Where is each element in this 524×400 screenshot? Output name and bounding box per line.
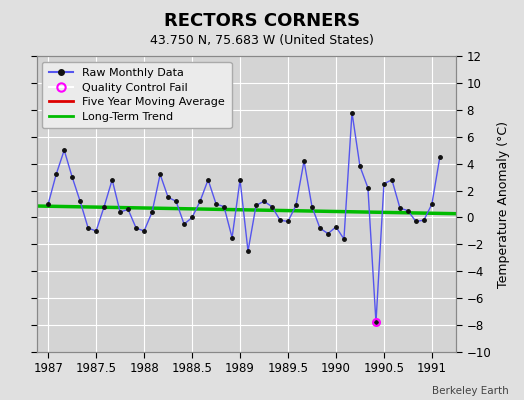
Raw Monthly Data (149, 210, 155, 214)
Raw Monthly Data (341, 236, 347, 241)
Y-axis label: Temperature Anomaly (°C): Temperature Anomaly (°C) (497, 120, 510, 288)
Raw Monthly Data (405, 208, 411, 213)
Raw Monthly Data (117, 210, 123, 214)
Text: RECTORS CORNERS: RECTORS CORNERS (164, 12, 360, 30)
Raw Monthly Data (125, 207, 131, 212)
Raw Monthly Data (141, 228, 147, 233)
Text: Berkeley Earth: Berkeley Earth (432, 386, 508, 396)
Raw Monthly Data (221, 204, 227, 209)
Text: 43.750 N, 75.683 W (United States): 43.750 N, 75.683 W (United States) (150, 34, 374, 47)
Raw Monthly Data (317, 226, 323, 231)
Raw Monthly Data (253, 203, 259, 208)
Raw Monthly Data (133, 226, 139, 231)
Raw Monthly Data (213, 202, 219, 206)
Raw Monthly Data (189, 215, 195, 220)
Raw Monthly Data (421, 218, 427, 222)
Raw Monthly Data (349, 110, 355, 115)
Raw Monthly Data (109, 177, 115, 182)
Raw Monthly Data (436, 154, 443, 159)
Raw Monthly Data (373, 320, 379, 325)
Raw Monthly Data (357, 164, 363, 169)
Raw Monthly Data (205, 177, 211, 182)
Raw Monthly Data (325, 231, 331, 236)
Raw Monthly Data (101, 204, 107, 209)
Raw Monthly Data (93, 228, 100, 233)
Raw Monthly Data (229, 235, 235, 240)
Raw Monthly Data (333, 224, 339, 229)
Raw Monthly Data (365, 186, 371, 190)
Raw Monthly Data (293, 203, 299, 208)
Raw Monthly Data (197, 199, 203, 204)
Raw Monthly Data (69, 175, 75, 180)
Raw Monthly Data (53, 172, 59, 177)
Legend: Raw Monthly Data, Quality Control Fail, Five Year Moving Average, Long-Term Tren: Raw Monthly Data, Quality Control Fail, … (42, 62, 232, 128)
Raw Monthly Data (157, 172, 163, 177)
Line: Raw Monthly Data: Raw Monthly Data (48, 112, 440, 322)
Raw Monthly Data (429, 202, 435, 206)
Raw Monthly Data (285, 219, 291, 224)
Raw Monthly Data (181, 222, 187, 226)
Raw Monthly Data (301, 158, 307, 163)
Raw Monthly Data (173, 199, 179, 204)
Raw Monthly Data (85, 226, 91, 231)
Raw Monthly Data (237, 177, 243, 182)
Raw Monthly Data (389, 177, 395, 182)
Raw Monthly Data (165, 195, 171, 200)
Raw Monthly Data (269, 204, 275, 209)
Raw Monthly Data (261, 199, 267, 204)
Raw Monthly Data (45, 202, 51, 206)
Raw Monthly Data (309, 204, 315, 209)
Raw Monthly Data (277, 218, 283, 222)
Raw Monthly Data (413, 219, 419, 224)
Raw Monthly Data (381, 182, 387, 186)
Raw Monthly Data (77, 199, 83, 204)
Raw Monthly Data (245, 249, 251, 254)
Raw Monthly Data (397, 206, 403, 210)
Raw Monthly Data (61, 148, 68, 152)
